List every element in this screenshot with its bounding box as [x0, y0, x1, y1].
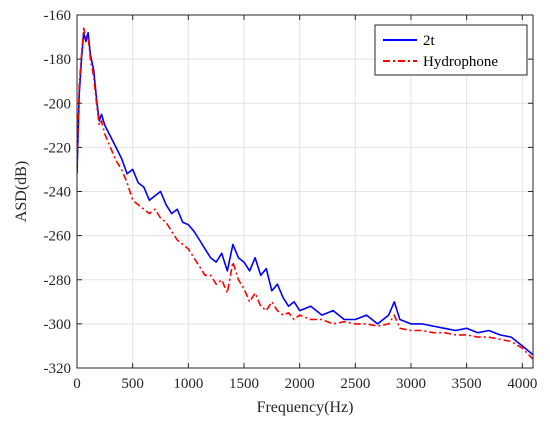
y-tick-label: -280: [44, 273, 72, 289]
ticks: 0 500 1000 1500 2000 2500 3000 3500 4000 -320 -300…: [44, 8, 538, 392]
legend: 2t Hydrophone: [374, 24, 528, 76]
series-line-2t: [77, 31, 533, 356]
x-tick-label: 2000: [285, 376, 315, 392]
y-tick-label: -300: [44, 317, 72, 333]
x-tick-label: 1500: [229, 376, 259, 392]
legend-label-2t: 2t: [423, 33, 436, 49]
y-axis-label: ASD(dB): [13, 161, 30, 222]
x-tick-label: 0: [73, 376, 81, 392]
y-tick-label: -160: [44, 8, 72, 24]
x-axis-label: Frequency(Hz): [257, 399, 354, 416]
x-tick-label: 4000: [507, 376, 537, 392]
x-tick-label: 1000: [173, 376, 203, 392]
legend-box: [374, 24, 528, 76]
legend-label-hydrophone: Hydrophone: [423, 54, 498, 70]
series-layer: [77, 27, 533, 360]
y-tick-label: -240: [44, 185, 72, 201]
x-tick-label: 3000: [396, 376, 426, 392]
x-tick-label: 3500: [452, 376, 482, 392]
series-line-hydrophone: [77, 27, 533, 360]
x-tick-label: 500: [121, 376, 144, 392]
y-tick-label: -320: [44, 361, 72, 377]
y-tick-label: -220: [44, 140, 72, 156]
x-tick-label: 2500: [340, 376, 370, 392]
y-tick-label: -180: [44, 52, 72, 68]
y-tick-label: -200: [44, 96, 72, 112]
y-tick-label: -260: [44, 229, 72, 245]
